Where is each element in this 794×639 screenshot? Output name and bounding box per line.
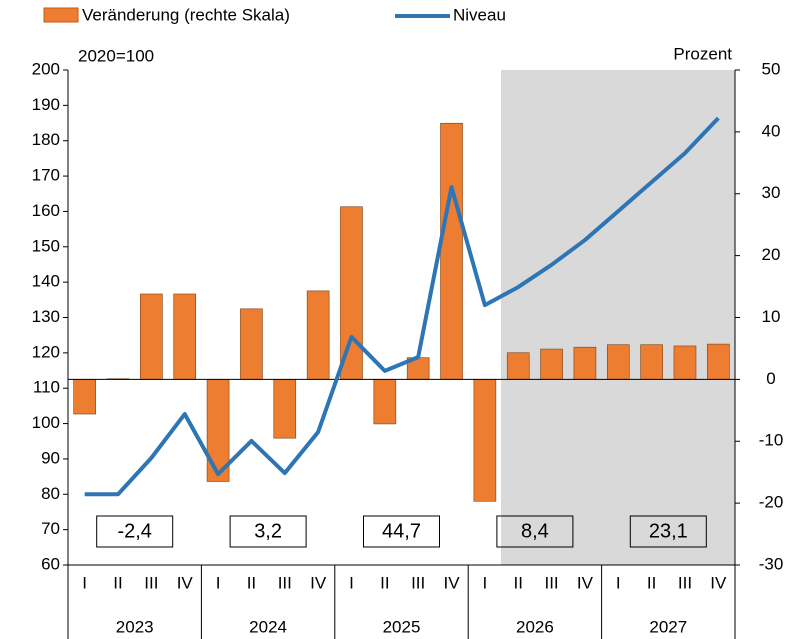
forecast-shading xyxy=(501,70,735,565)
bar xyxy=(306,290,330,380)
annotation: -2,4 xyxy=(117,520,151,542)
y2-tick-label: 50 xyxy=(762,59,781,78)
annotation: 8,4 xyxy=(521,520,549,542)
x-tick-label: I xyxy=(483,573,488,592)
annotation: 23,1 xyxy=(649,520,688,542)
x-tick-label: III xyxy=(411,573,425,592)
x-tick-label: III xyxy=(544,573,558,592)
bar xyxy=(473,379,497,502)
bar xyxy=(640,344,663,380)
y-tick-label: 70 xyxy=(41,519,60,538)
y2-tick-label: 10 xyxy=(762,307,781,326)
bar xyxy=(540,348,563,380)
x-tick-label: IV xyxy=(443,573,460,592)
bar xyxy=(173,293,197,380)
x-tick-label: II xyxy=(647,573,656,592)
y2-tick-label: -30 xyxy=(759,554,784,573)
legend-label: Niveau xyxy=(453,5,506,24)
y2-tick-label: 40 xyxy=(762,121,781,140)
x-tick-label: III xyxy=(278,573,292,592)
annotation-box xyxy=(229,515,307,548)
bar xyxy=(506,352,530,380)
y2-tick-label: 0 xyxy=(766,369,775,388)
legend-label: Veränderung (rechte Skala) xyxy=(82,5,290,24)
bar xyxy=(440,122,463,380)
legend-swatch-bar xyxy=(43,7,79,23)
bar xyxy=(240,308,263,380)
x-tick-label: I xyxy=(82,573,87,592)
x-tick-label: II xyxy=(380,573,389,592)
year-label: 2026 xyxy=(516,617,554,636)
y-tick-label: 140 xyxy=(32,272,60,291)
x-tick-label: I xyxy=(216,573,221,592)
x-tick-label: I xyxy=(349,573,354,592)
annotation-box xyxy=(363,515,440,548)
y-tick-label: 80 xyxy=(41,484,60,503)
year-label: 2025 xyxy=(383,617,421,636)
bar xyxy=(573,346,597,380)
annotation-box xyxy=(96,515,174,548)
x-tick-label: III xyxy=(144,573,158,592)
left-axis-label: 2020=100 xyxy=(78,46,154,65)
y2-tick-label: 20 xyxy=(762,245,781,264)
y2-tick-label: -10 xyxy=(759,431,784,450)
y-tick-label: 110 xyxy=(33,378,60,397)
x-tick-label: IV xyxy=(710,573,727,592)
y-tick-label: 200 xyxy=(32,59,60,78)
bar xyxy=(707,343,730,380)
x-tick-label: IV xyxy=(577,573,594,592)
y-tick-label: 130 xyxy=(32,307,60,326)
x-tick-label: II xyxy=(513,573,522,592)
y-tick-label: 160 xyxy=(32,201,60,220)
year-label: 2023 xyxy=(116,617,154,636)
annotation: 44,7 xyxy=(382,520,421,542)
bar xyxy=(373,379,397,425)
y-tick-label: 90 xyxy=(41,448,60,467)
x-tick-label: II xyxy=(113,573,122,592)
right-axis-label: Prozent xyxy=(673,44,732,63)
bar xyxy=(673,345,697,380)
y2-tick-label: -20 xyxy=(759,493,784,512)
annotation-box xyxy=(629,515,707,548)
bar xyxy=(273,379,297,439)
y-tick-label: 120 xyxy=(32,342,60,361)
y-tick-label: 190 xyxy=(32,95,60,114)
x-tick-label: II xyxy=(247,573,256,592)
x-tick-label: IV xyxy=(310,573,327,592)
line xyxy=(84,116,720,497)
x-tick-label: I xyxy=(616,573,621,592)
annotation-box xyxy=(496,515,574,548)
y-tick-label: 100 xyxy=(32,413,60,432)
y-tick-label: 150 xyxy=(32,236,60,255)
x-tick-label: IV xyxy=(177,573,194,592)
bar xyxy=(73,379,96,415)
year-label: 2027 xyxy=(649,617,687,636)
annotation: 3,2 xyxy=(254,520,282,542)
y-tick-label: 170 xyxy=(32,166,60,185)
y-tick-label: 60 xyxy=(41,554,60,573)
y2-tick-label: 30 xyxy=(762,183,781,202)
y-tick-label: 180 xyxy=(32,130,60,149)
x-tick-label: III xyxy=(678,573,692,592)
bar xyxy=(606,344,630,380)
year-label: 2024 xyxy=(249,617,287,636)
bar xyxy=(140,293,163,380)
